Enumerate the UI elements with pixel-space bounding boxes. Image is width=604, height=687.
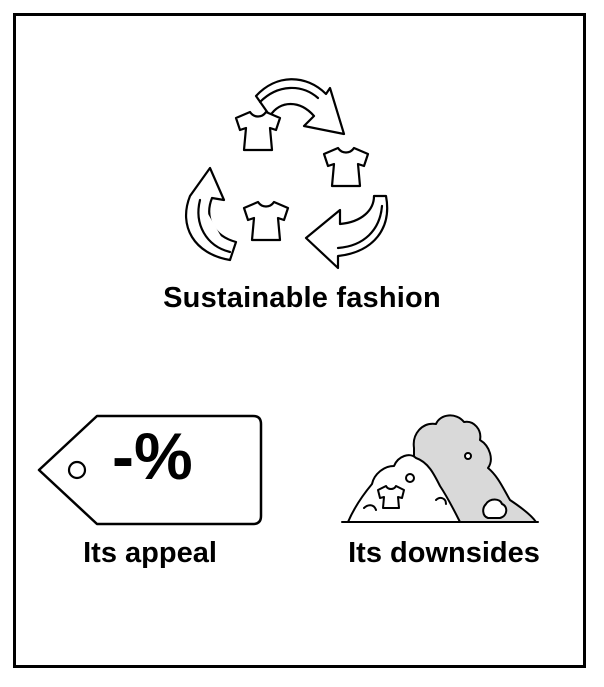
appeal-label: Its appeal: [83, 537, 217, 569]
price-tag-icon: [37, 414, 263, 526]
discount-label: -%: [112, 419, 193, 493]
infographic-frame: [13, 13, 586, 668]
page-title: Sustainable fashion: [163, 282, 441, 314]
clothing-pile-icon: [341, 414, 539, 523]
recycle-clothing-icon: [185, 78, 389, 270]
downsides-label: Its downsides: [348, 537, 540, 569]
